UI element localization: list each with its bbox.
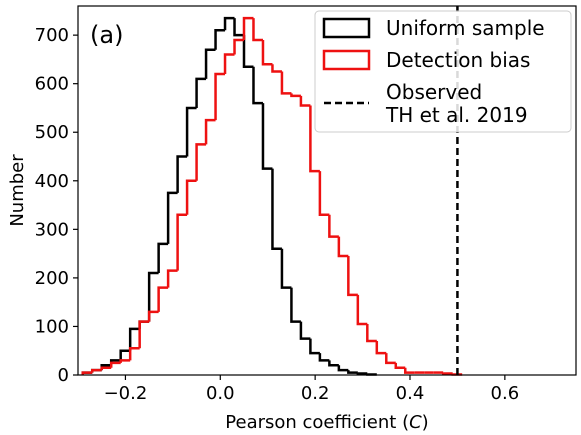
panel-label: (a): [90, 21, 123, 49]
y-tick-label: 200: [35, 268, 69, 289]
x-tick-label: 0.4: [396, 383, 425, 404]
histogram-bin-detection-bias: [441, 372, 453, 375]
y-tick-label: 400: [35, 171, 69, 192]
histogram-bin-detection-bias: [233, 38, 244, 55]
legend-swatch-detection-bias: [322, 49, 371, 71]
histogram-bin-uniform-sample: [299, 321, 311, 340]
histogram-bin-detection-bias: [176, 213, 188, 271]
histogram-bin-detection-bias: [309, 105, 320, 173]
histogram-bin-detection-bias: [394, 362, 406, 369]
histogram-bin-detection-bias: [147, 310, 159, 322]
histogram-bin-detection-bias: [356, 294, 368, 326]
histogram-bin-uniform-sample: [356, 372, 368, 375]
histogram-bin-detection-bias: [347, 256, 358, 297]
histogram-bin-detection-bias: [100, 366, 112, 371]
x-tick-label: 0.6: [491, 383, 520, 404]
legend-label-detection-bias: Detection bias: [386, 48, 530, 72]
legend-box: [314, 10, 572, 133]
x-tick-label: 0.2: [301, 383, 330, 404]
histogram-bin-detection-bias: [109, 361, 121, 368]
histogram-bin-uniform-sample: [176, 155, 188, 193]
histogram-bin-uniform-sample: [280, 248, 292, 289]
series-uniform-sample: [81, 16, 379, 376]
histogram-bin-uniform-sample: [318, 353, 330, 362]
histogram-bin-detection-bias: [404, 367, 415, 374]
histogram-bin-detection-bias: [157, 286, 169, 312]
histogram-bin-uniform-sample: [185, 106, 197, 157]
legend: Uniform sample Detection bias Observed T…: [314, 10, 572, 133]
histogram-bin-uniform-sample: [147, 271, 159, 322]
histogram-bin-detection-bias: [185, 179, 197, 215]
y-tick-label: 500: [35, 122, 69, 143]
histogram-bin-uniform-sample: [204, 48, 216, 79]
histogram-bin-detection-bias: [81, 371, 93, 375]
histogram-bin-detection-bias: [223, 53, 235, 74]
histogram-bin-uniform-sample: [252, 66, 263, 105]
histogram-bin-detection-bias: [366, 324, 377, 343]
histogram-bin-uniform-sample: [347, 370, 358, 374]
y-tick-label: 100: [35, 316, 69, 337]
series-detection-bias: [81, 16, 464, 376]
histogram-bin-detection-bias: [242, 16, 254, 40]
histogram-bin-detection-bias: [318, 171, 330, 217]
legend-label-observed: Observed: [386, 80, 482, 104]
histogram-bin-detection-bias: [128, 347, 140, 361]
histogram-bin-uniform-sample: [214, 29, 226, 50]
histogram-bin-detection-bias: [385, 353, 396, 365]
histogram-bin-detection-bias: [328, 214, 339, 238]
x-tick-label: 0.0: [206, 383, 235, 404]
histogram-bin-uniform-sample: [309, 338, 320, 355]
histogram-bin-detection-bias: [119, 359, 131, 363]
y-axis-label: Number: [7, 154, 28, 227]
y-tick-label: 0: [58, 365, 69, 386]
histogram-bin-detection-bias: [337, 236, 349, 258]
histogram-bin-uniform-sample: [195, 77, 207, 108]
histogram-bin-uniform-sample: [337, 365, 349, 372]
x-axis-label-prefix: Pearson coefficient (: [225, 412, 409, 433]
histogram-bin-detection-bias: [271, 64, 282, 73]
histogram-bin-uniform-sample: [261, 103, 273, 170]
histogram-series-layer: [81, 16, 464, 376]
x-axis-label-suffix: ): [422, 412, 429, 433]
histogram-bin-detection-bias: [166, 269, 178, 288]
histogram-bin-detection-bias: [195, 143, 207, 181]
histogram-bin-uniform-sample: [157, 242, 169, 274]
histogram-bin-detection-bias: [261, 39, 273, 66]
histogram-bin-uniform-sample: [271, 168, 282, 251]
legend-label-uniform-sample: Uniform sample: [386, 16, 545, 40]
x-axis-label-variable: C: [409, 412, 422, 433]
histogram-bin-uniform-sample: [233, 18, 244, 37]
histogram-bin-uniform-sample: [366, 373, 377, 376]
histogram-bin-detection-bias: [252, 18, 263, 42]
legend-swatch-uniform-sample: [322, 17, 371, 39]
y-tick-label: 700: [35, 25, 69, 46]
x-tick-label: −0.2: [104, 383, 148, 404]
histogram-bin-uniform-sample: [328, 360, 339, 367]
histogram-bin-detection-bias: [375, 341, 387, 355]
histogram-bin-detection-bias: [90, 368, 102, 373]
legend-label-th-et-al-2019: TH et al. 2019: [385, 103, 528, 127]
histogram-bin-detection-bias: [290, 93, 301, 98]
histogram-bin-detection-bias: [138, 320, 150, 349]
x-axis-label: Pearson coefficient (C): [225, 412, 428, 433]
y-tick-label: 300: [35, 219, 69, 240]
axes-frame: [77, 5, 577, 376]
histogram-bin-uniform-sample: [166, 191, 178, 244]
axis-ticks-layer: −0.2 0.0 0.2 0.4 0.6 0 100 200 300 400 500 600 700: [35, 25, 520, 404]
histogram-bin-detection-bias: [299, 95, 311, 107]
histogram-bin-uniform-sample: [242, 35, 254, 68]
histogram-bin-detection-bias: [280, 71, 292, 95]
histogram-bin-detection-bias: [214, 72, 226, 121]
histogram-bin-uniform-sample: [119, 349, 131, 361]
histogram-bin-detection-bias: [204, 118, 216, 145]
histogram-bin-uniform-sample: [128, 327, 140, 351]
y-tick-label: 600: [35, 74, 69, 95]
histogram-bin-uniform-sample: [290, 287, 301, 323]
histogram-bin-uniform-sample: [223, 16, 235, 31]
